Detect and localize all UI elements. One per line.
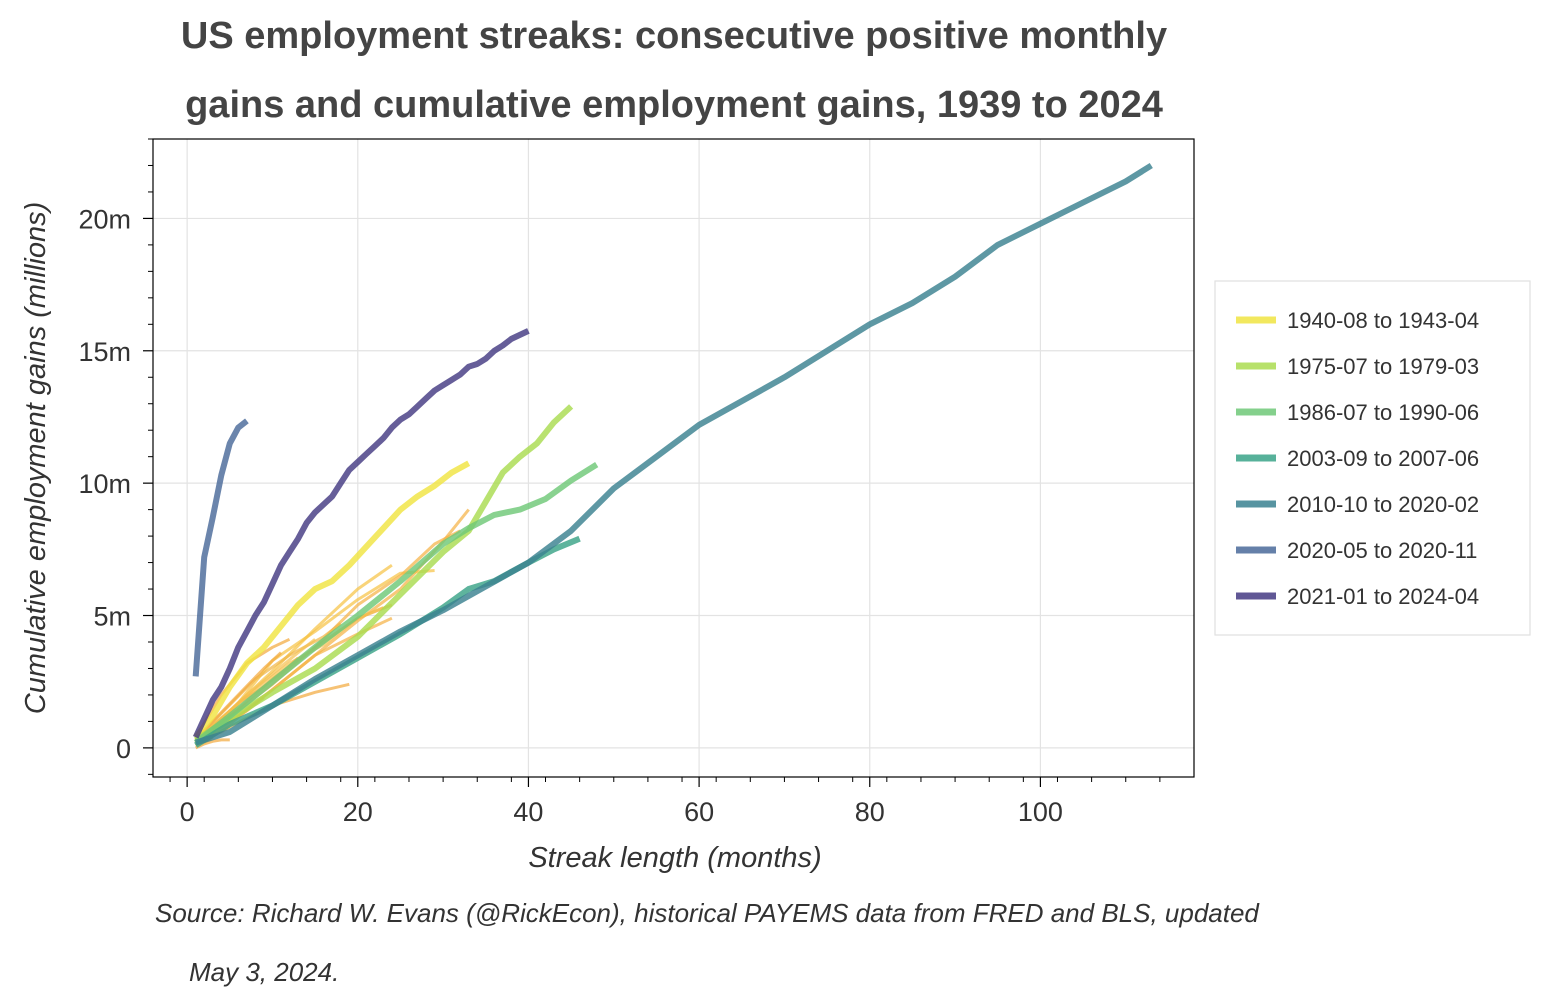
legend-label-3: 2003-09 to 2007-06 (1287, 446, 1479, 471)
legend-label-1: 1975-07 to 1979-03 (1287, 354, 1479, 379)
x-tick-label-2: 40 (513, 797, 543, 827)
series-line-5 (192, 418, 249, 677)
y-tick-label-0: 0 (116, 734, 131, 764)
legend: 1940-08 to 1943-04 1975-07 to 1979-03 1986… (1214, 280, 1531, 636)
series-line-2 (193, 462, 599, 745)
chart-title-line-2: gains and cumulative employment gains, 1… (185, 84, 1163, 126)
x-tick-label-3: 60 (684, 797, 714, 827)
x-tick-label-4: 80 (855, 797, 885, 827)
chart-title-line-1: US employment streaks: consecutive posit… (181, 15, 1167, 57)
x-tick-label-0: 0 (180, 797, 195, 827)
source-note-line-2: May 3, 2024. (189, 957, 339, 987)
legend-label-0: 1940-08 to 1943-04 (1287, 308, 1479, 333)
source-note-line-1: Source: Richard W. Evans (@RickEcon), hi… (155, 898, 1260, 928)
legend-label-5: 2020-05 to 2020-11 (1287, 538, 1477, 563)
series-line-20 (195, 738, 230, 750)
series-line-4 (194, 162, 1153, 746)
y-axis-label: Cumulative employment gains (millions) (20, 202, 52, 715)
series-line-1 (194, 404, 574, 743)
axes-ticks: 0 20 40 60 80 100 0 5m 10m 15m 20m (78, 138, 1161, 827)
y-tick-label-2: 10m (78, 469, 131, 499)
plot-area-frame (152, 138, 1195, 778)
y-tick-label-3: 15m (78, 337, 131, 367)
x-tick-label-5: 100 (1018, 797, 1063, 827)
legend-label-6: 2021-01 to 2024-04 (1287, 584, 1479, 609)
y-tick-label-1: 5m (93, 602, 131, 632)
x-axis-label: Streak length (months) (528, 842, 821, 874)
legend-label-4: 2010-10 to 2020-02 (1287, 492, 1479, 517)
x-tick-label-1: 20 (343, 797, 373, 827)
series-line-0 (193, 460, 471, 740)
series-line-6 (192, 328, 530, 739)
grid (153, 139, 1194, 777)
series-lines (192, 162, 1153, 750)
y-tick-label-4: 20m (78, 204, 131, 234)
legend-label-2: 1986-07 to 1990-06 (1287, 400, 1479, 425)
